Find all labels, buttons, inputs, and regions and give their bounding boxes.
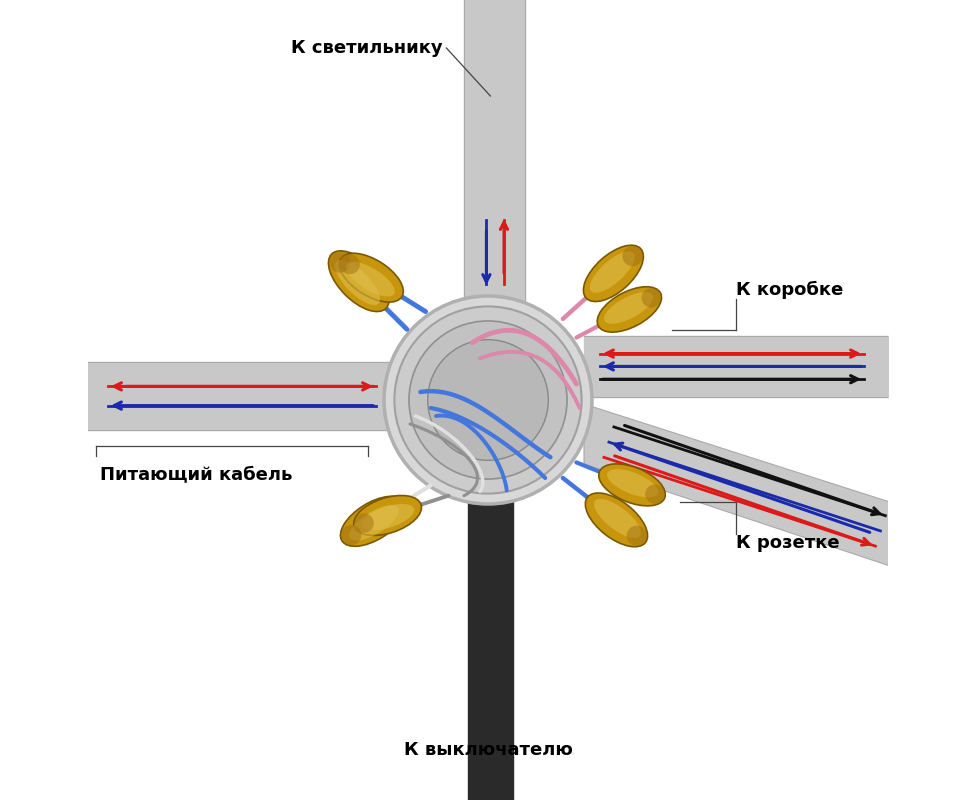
Ellipse shape: [362, 504, 414, 530]
Ellipse shape: [597, 286, 662, 332]
Circle shape: [384, 296, 592, 504]
Ellipse shape: [594, 499, 641, 538]
Circle shape: [427, 340, 549, 460]
Ellipse shape: [586, 493, 648, 546]
Ellipse shape: [349, 505, 399, 541]
Ellipse shape: [641, 288, 661, 307]
Ellipse shape: [353, 495, 422, 535]
Ellipse shape: [354, 514, 374, 533]
Text: К коробке: К коробке: [736, 281, 843, 298]
Ellipse shape: [623, 246, 642, 266]
Ellipse shape: [335, 260, 380, 305]
Text: Питающий кабель: Питающий кабель: [100, 466, 293, 483]
Text: К светильнику: К светильнику: [291, 39, 442, 57]
Ellipse shape: [604, 292, 653, 324]
Text: К выключателю: К выключателю: [403, 742, 573, 759]
Ellipse shape: [340, 254, 360, 274]
Ellipse shape: [341, 496, 406, 546]
Ellipse shape: [590, 251, 634, 293]
Ellipse shape: [627, 526, 647, 546]
Circle shape: [394, 306, 582, 494]
Ellipse shape: [584, 246, 643, 302]
Ellipse shape: [342, 525, 361, 545]
Ellipse shape: [598, 464, 666, 506]
Circle shape: [409, 321, 567, 479]
Ellipse shape: [329, 251, 389, 311]
Ellipse shape: [346, 262, 394, 297]
Ellipse shape: [645, 485, 665, 504]
Polygon shape: [584, 404, 896, 568]
Ellipse shape: [329, 252, 350, 273]
Ellipse shape: [340, 254, 403, 302]
Text: К розетке: К розетке: [736, 534, 839, 552]
Ellipse shape: [607, 469, 658, 498]
